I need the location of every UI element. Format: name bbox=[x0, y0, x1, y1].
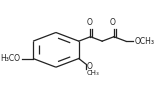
Text: H₃CO: H₃CO bbox=[0, 54, 20, 63]
Text: O: O bbox=[87, 62, 93, 71]
Text: O: O bbox=[110, 18, 116, 27]
Text: OCH₃: OCH₃ bbox=[134, 37, 154, 46]
Text: CH₃: CH₃ bbox=[87, 70, 100, 76]
Text: O: O bbox=[86, 18, 92, 27]
